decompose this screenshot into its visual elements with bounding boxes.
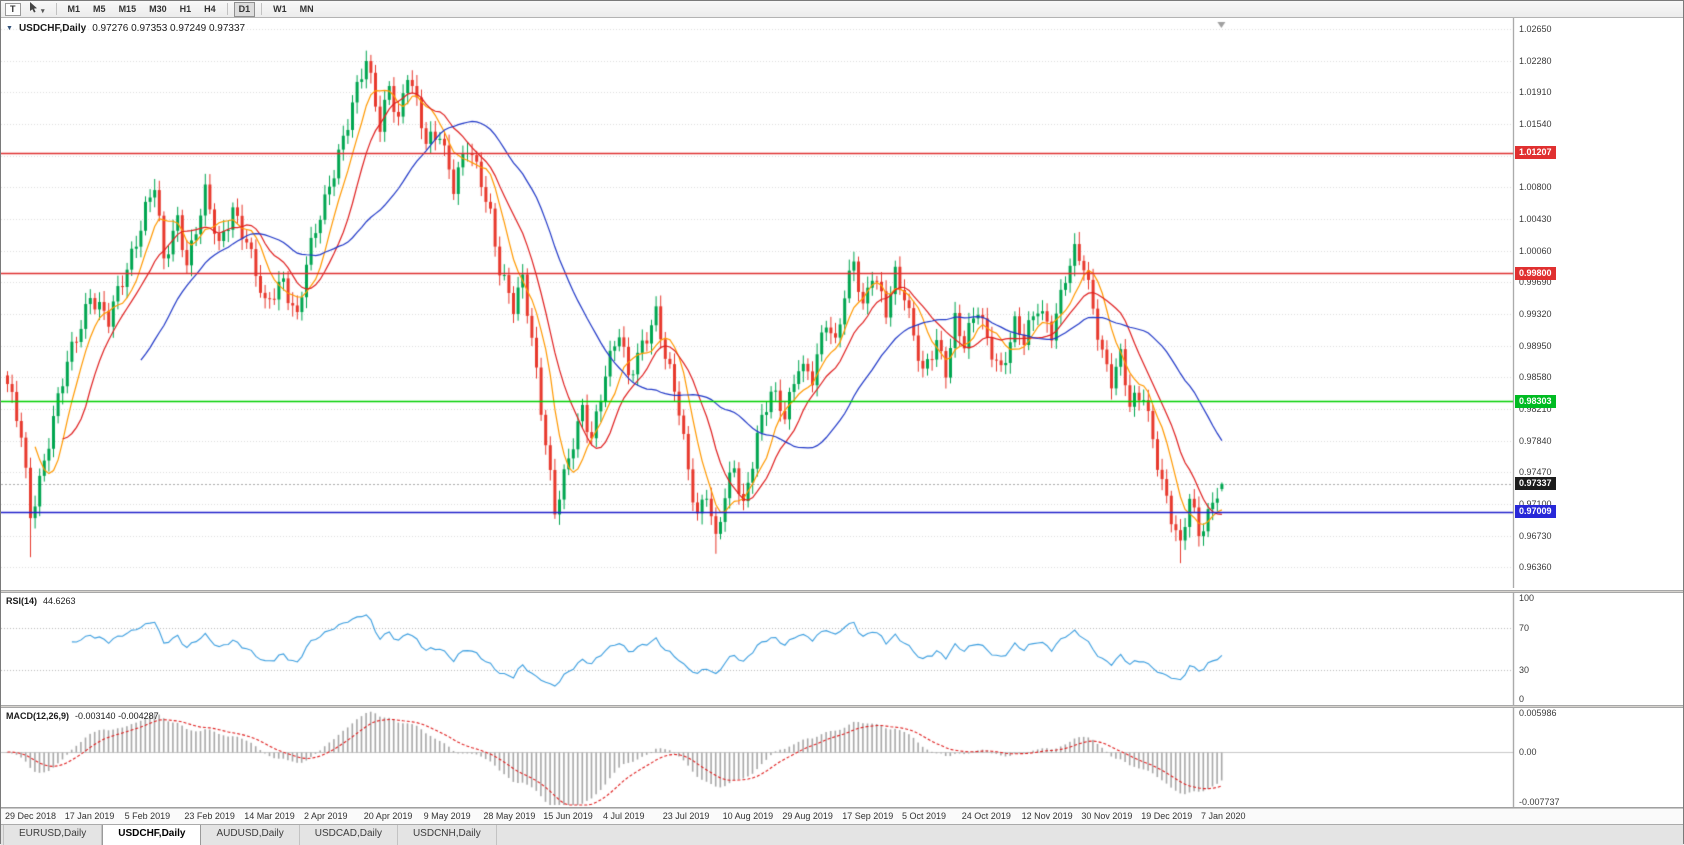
- timeframe-button-m5[interactable]: M5: [88, 2, 111, 17]
- date-axis-label: 23 Feb 2019: [184, 811, 235, 821]
- text-tool-button[interactable]: T: [5, 2, 21, 16]
- date-axis-label: 12 Nov 2019: [1021, 811, 1073, 821]
- date-axis-label: 5 Feb 2019: [124, 811, 171, 821]
- date-axis-label: 29 Dec 2018: [5, 811, 57, 821]
- date-axis-label: 2 Apr 2019: [304, 811, 348, 821]
- triangle-icon: ▼: [6, 25, 13, 32]
- date-axis-label: 10 Aug 2019: [722, 811, 774, 821]
- date-axis-label: 15 Jun 2019: [543, 811, 593, 821]
- macd-name: MACD(12,26,9): [6, 711, 70, 721]
- rsi-name: RSI(14): [6, 596, 38, 606]
- timeframe-button-h4[interactable]: H4: [199, 2, 221, 17]
- toolbar-separator: [226, 3, 228, 15]
- date-axis-label: 5 Oct 2019: [902, 811, 947, 821]
- timeframe-button-m30[interactable]: M30: [144, 2, 172, 17]
- date-axis-label: 23 Jul 2019: [662, 811, 710, 821]
- timeframe-button-m15[interactable]: M15: [114, 2, 142, 17]
- date-axis-label: 28 May 2019: [483, 811, 536, 821]
- chart-tabs: EURUSD,Daily USDCHF,Daily AUDUSD,Daily U…: [1, 824, 1683, 845]
- chevron-down-icon: ▾: [41, 7, 45, 15]
- date-axis-label: 17 Jan 2019: [64, 811, 115, 821]
- panel-splitter[interactable]: [1, 705, 1683, 708]
- main-chart-panel: ▼ USDCHF,Daily 0.97276 0.97353 0.97249 0…: [1, 18, 1683, 590]
- timeframe-button-h1[interactable]: H1: [175, 2, 197, 17]
- rsi-value: 44.6263: [43, 596, 76, 606]
- date-axis-label: 24 Oct 2019: [961, 811, 1011, 821]
- macd-label: MACD(12,26,9) -0.003140 -0.004287: [6, 711, 159, 721]
- date-axis-label: 4 Jul 2019: [603, 811, 645, 821]
- date-axis-label: 19 Dec 2019: [1141, 811, 1193, 821]
- timeframe-button-w1[interactable]: W1: [268, 2, 292, 17]
- macd-canvas[interactable]: [1, 708, 1683, 807]
- date-axis-label: 29 Aug 2019: [782, 811, 833, 821]
- timeframe-button-m1[interactable]: M1: [63, 2, 86, 17]
- macd-values: -0.003140 -0.004287: [75, 711, 159, 721]
- main-chart-canvas[interactable]: [1, 18, 1683, 588]
- chart-symbol: USDCHF,Daily: [18, 23, 87, 34]
- tab-eurusd-daily[interactable]: EURUSD,Daily: [3, 825, 103, 845]
- date-axis[interactable]: 29 Dec 2018 17 Jan 2019 5 Feb 2019 23 Feb 2…: [1, 808, 1683, 824]
- tab-usdcad-daily[interactable]: USDCAD,Daily: [300, 825, 398, 845]
- rsi-canvas[interactable]: [1, 593, 1683, 705]
- cursor-tool-button[interactable]: ▾: [24, 0, 50, 19]
- toolbar: T ▾ M1 M5 M15 M30 H1 H4 D1 W1 MN: [1, 1, 1683, 18]
- date-axis-label: 9 May 2019: [423, 811, 471, 821]
- toolbar-separator: [55, 3, 57, 15]
- chart-title: ▼ USDCHF,Daily 0.97276 0.97353 0.97249 0…: [6, 23, 245, 34]
- panel-splitter[interactable]: [1, 590, 1683, 593]
- tab-usdchf-daily[interactable]: USDCHF,Daily: [102, 825, 202, 845]
- tab-usdcnh-daily[interactable]: USDCNH,Daily: [398, 825, 497, 845]
- tab-audusd-daily[interactable]: AUDUSD,Daily: [201, 825, 300, 845]
- date-axis-label: 7 Jan 2020: [1201, 811, 1246, 821]
- chart-ohlc-readout: 0.97276 0.97353 0.97249 0.97337: [92, 23, 246, 34]
- timeframe-button-d1[interactable]: D1: [233, 1, 256, 17]
- date-axis-label: 20 Apr 2019: [363, 811, 413, 821]
- cursor-icon: [29, 1, 37, 12]
- timeframe-button-mn[interactable]: MN: [295, 2, 319, 17]
- date-axis-label: 14 Mar 2019: [244, 811, 295, 821]
- date-axis-label: 30 Nov 2019: [1081, 811, 1133, 821]
- rsi-panel: RSI(14) 44.6263 100 70 30 0: [1, 593, 1683, 705]
- toolbar-separator: [261, 3, 263, 15]
- macd-panel: MACD(12,26,9) -0.003140 -0.004287 0.0059…: [1, 708, 1683, 808]
- rsi-label: RSI(14) 44.6263: [6, 596, 76, 606]
- date-axis-label: 17 Sep 2019: [842, 811, 894, 821]
